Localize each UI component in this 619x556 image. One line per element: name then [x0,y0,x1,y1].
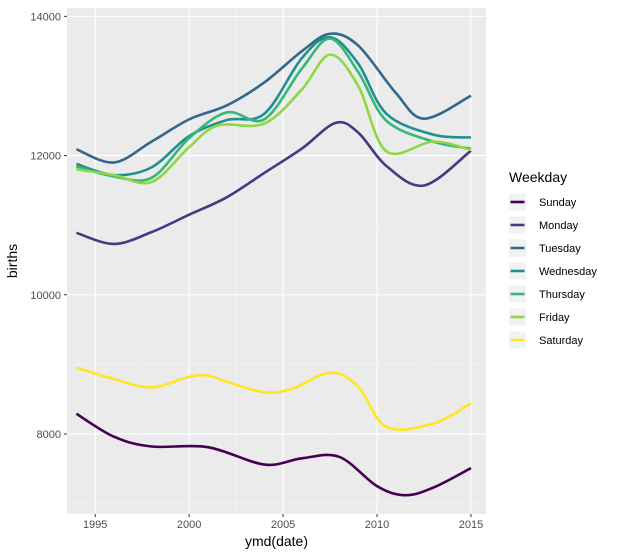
legend-title: Weekday [509,169,567,185]
series-line-monday [75,120,472,246]
legend-label: Saturday [539,335,584,347]
y-axis: 8000 10000 12000 14000 [30,11,67,441]
y-tick-label: 8000 [37,429,61,441]
legend-label: Friday [539,312,570,324]
series-line-wednesday [75,35,472,177]
series-line-friday [76,53,472,185]
x-tick-label: 2000 [177,519,201,531]
series-line-sunday [75,412,472,497]
series-line-tuesday [75,32,472,164]
major-gridlines-y [67,15,486,435]
legend-item-monday: Monday [509,216,579,234]
minor-gridlines-x [141,8,425,514]
legend-item-sunday: Sunday [509,193,577,211]
x-tick-label: 1995 [83,519,107,531]
y-tick-label: 12000 [30,151,61,163]
legend-item-wednesday: Wednesday [509,262,597,280]
panel-background [67,8,486,514]
legend-item-friday: Friday [509,308,570,326]
major-gridlines-x [94,8,472,514]
legend-label: Sunday [539,197,577,209]
x-tick-label: 2015 [459,519,483,531]
legend: Weekday Sunday Monday Tuesday Wednesday Thur… [509,169,597,349]
y-tick-label: 10000 [30,290,61,302]
x-axis-title: ymd(date) [245,533,308,549]
series-lines [75,32,472,497]
legend-item-thursday: Thursday [509,285,585,303]
legend-item-saturday: Saturday [509,331,584,349]
series-line-thursday [76,37,472,182]
minor-gridlines-y [67,85,486,504]
x-tick-label: 2010 [365,519,389,531]
legend-label: Tuesday [539,243,581,255]
legend-label: Thursday [539,289,585,301]
y-axis-title: births [4,244,20,278]
x-axis: 1995 2000 2005 2010 2015 [83,514,483,531]
legend-items: Sunday Monday Tuesday Wednesday Thursday Frid… [509,193,597,349]
series-line-saturday [76,366,472,431]
legend-label: Wednesday [539,266,597,278]
legend-label: Monday [539,220,579,232]
y-tick-label: 14000 [30,11,61,23]
x-tick-label: 2005 [271,519,295,531]
legend-item-tuesday: Tuesday [509,239,581,257]
